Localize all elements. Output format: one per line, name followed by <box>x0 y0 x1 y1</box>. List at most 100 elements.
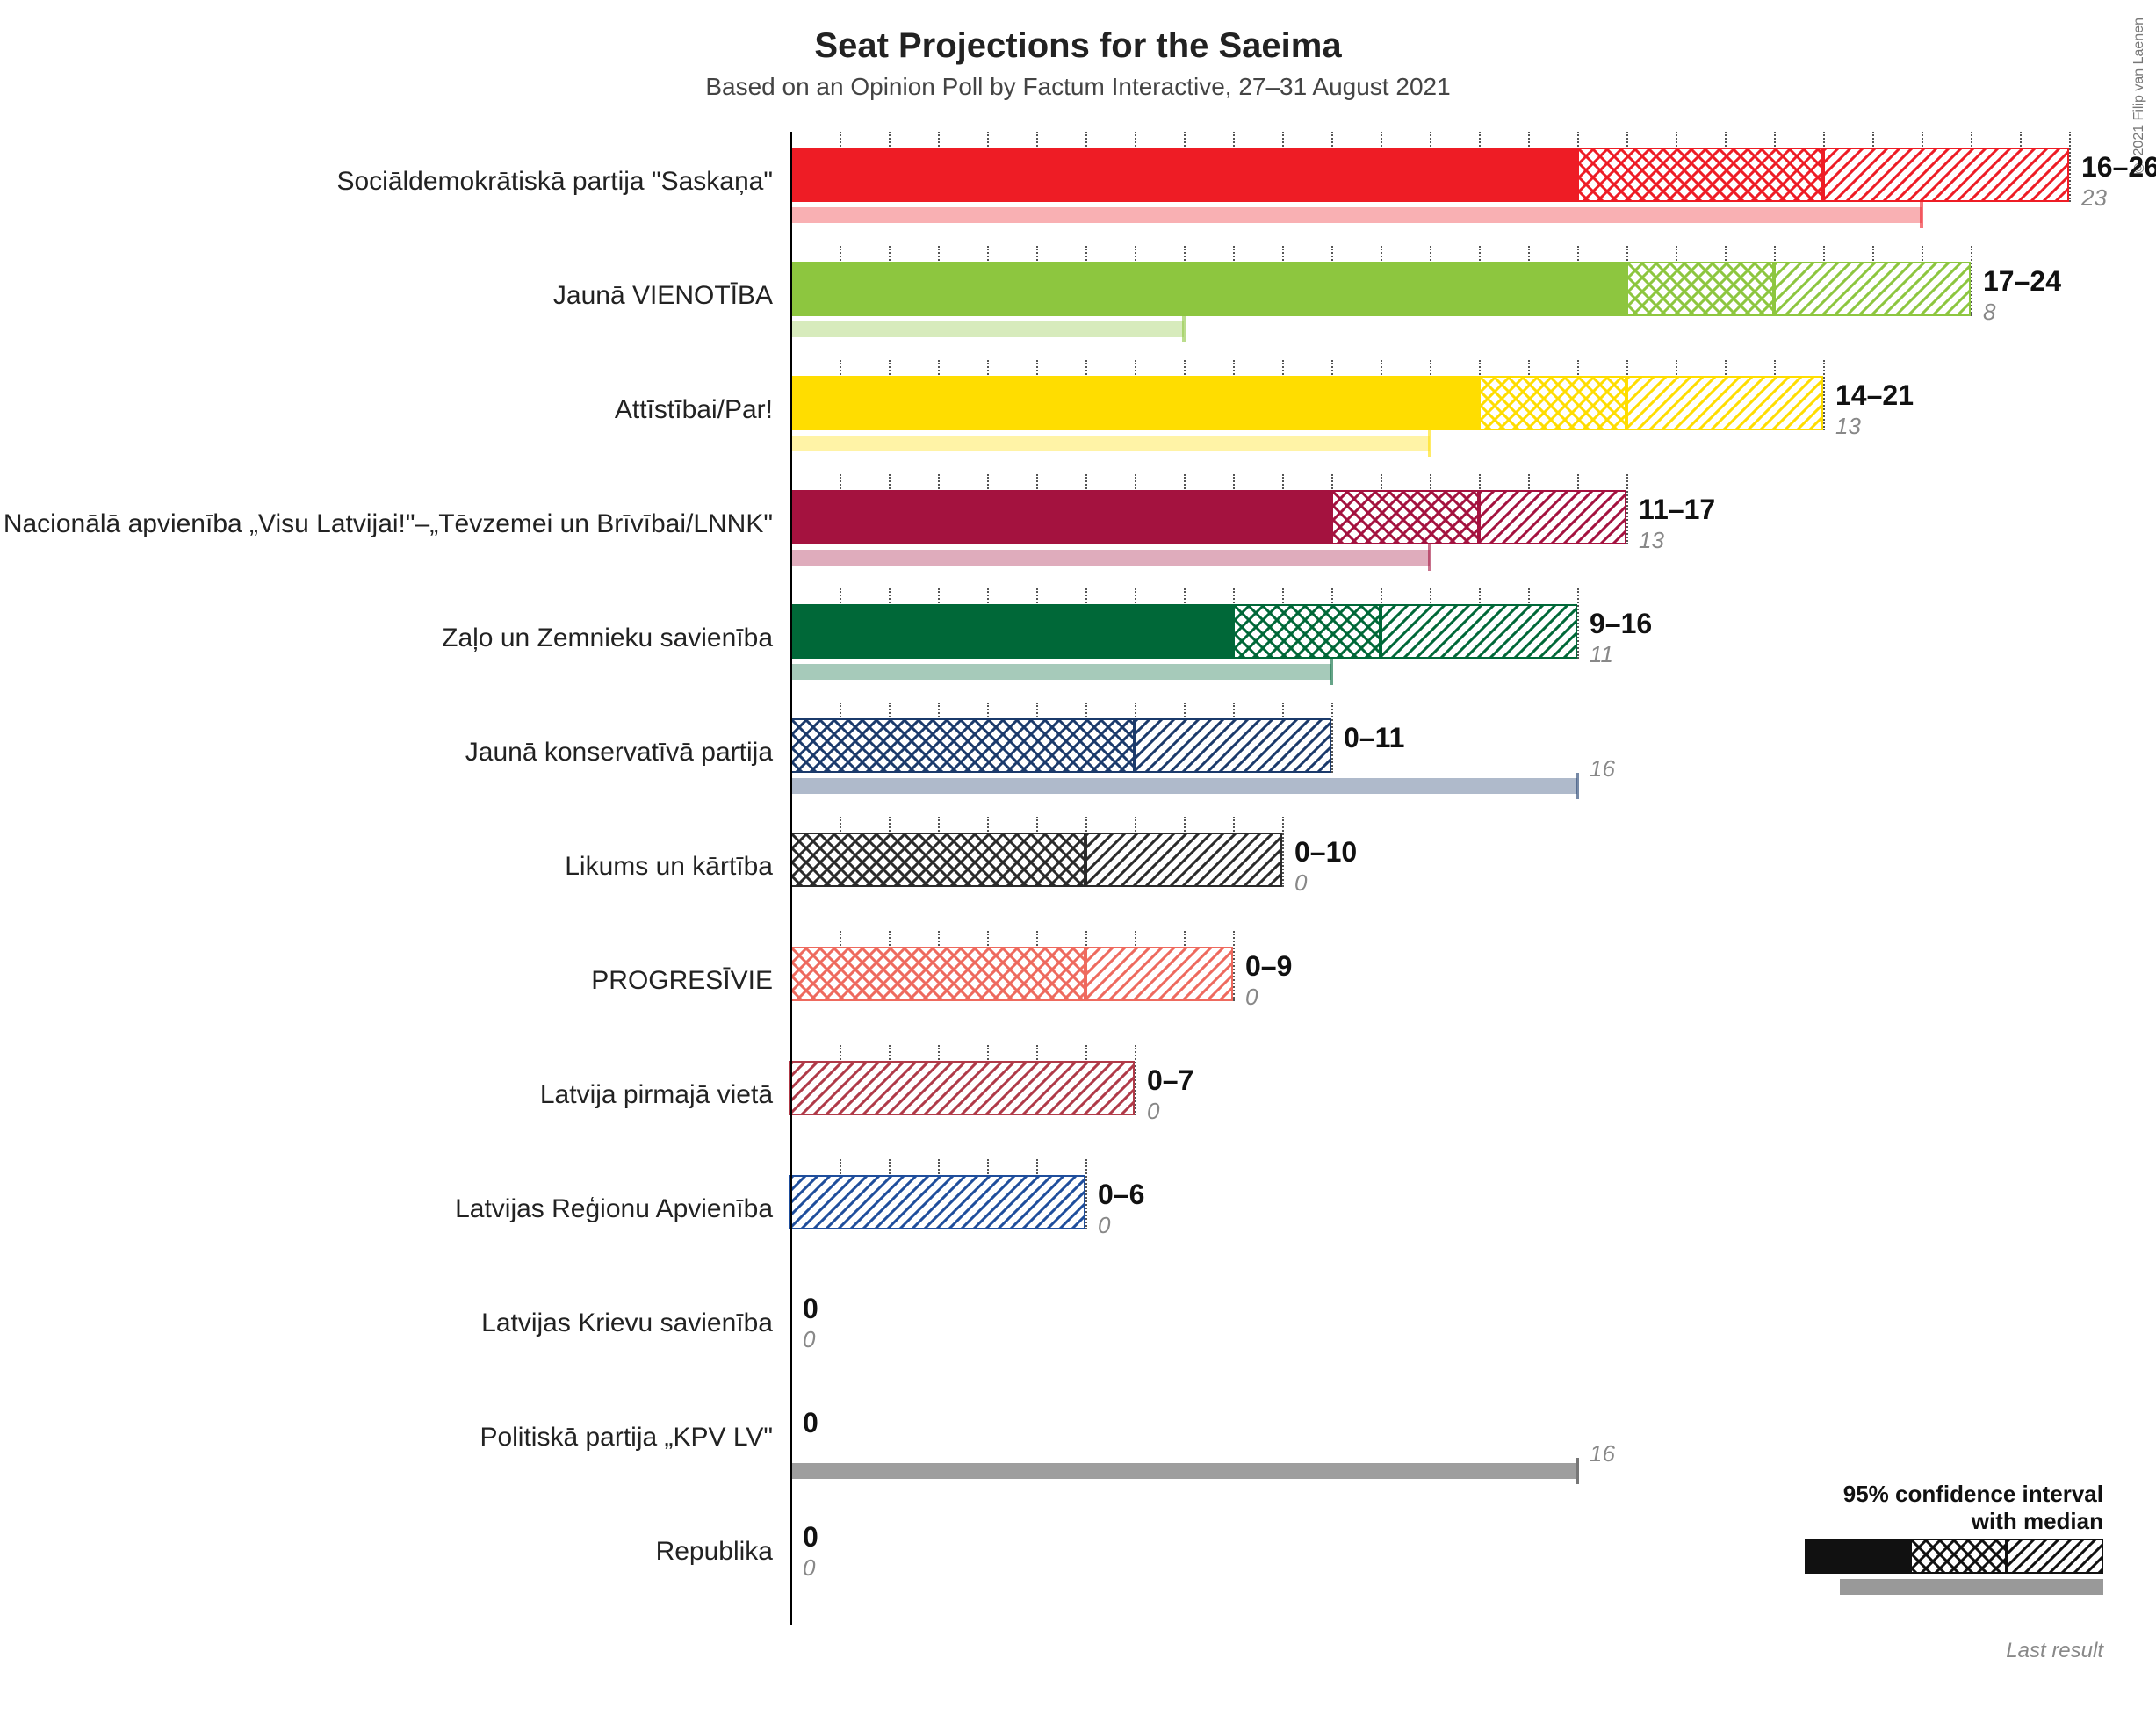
last-result-marker <box>1576 773 1579 799</box>
last-result-label: 0 <box>803 1326 815 1353</box>
party-name-label: Latvija pirmajā vietā <box>540 1080 790 1110</box>
seat-bar-segment <box>1626 376 1823 430</box>
median-marker <box>1821 148 1825 202</box>
party-row: Attīstībai/Par! 14–2113 <box>0 360 2156 474</box>
range-label: 0–7 <box>1147 1064 1193 1097</box>
median-marker <box>1477 490 1481 544</box>
seat-bar-segment <box>790 376 1479 430</box>
seat-tick <box>1971 246 1972 316</box>
legend-median-label: with median <box>1972 1508 2103 1534</box>
party-name-label: Likums un kārtība <box>565 852 790 882</box>
party-row: Likums un kārtība0–100 <box>0 817 2156 931</box>
last-result-bar <box>790 207 1922 223</box>
seat-bar-segment <box>1774 262 1971 316</box>
range-label: 0 <box>803 1293 818 1325</box>
seat-bar-segment <box>1085 833 1282 887</box>
page-subtitle: Based on an Opinion Poll by Factum Inter… <box>0 66 2156 127</box>
party-name-label: Latvijas Reģionu Apvienība <box>455 1194 790 1224</box>
seat-bar-segment <box>1085 947 1233 1001</box>
bar-area: 0–60 <box>790 1159 2020 1273</box>
party-row: Jaunā VIENOTĪBA17–248 <box>0 246 2156 360</box>
seat-tick <box>1331 703 1333 773</box>
seat-tick <box>1233 931 1235 1001</box>
range-label: 0–10 <box>1294 836 1357 869</box>
last-result-bar <box>790 550 1430 566</box>
party-name-label: Sociāldemokrātiskā partija "Saskaņa" <box>336 167 790 197</box>
last-result-label: 16 <box>1590 1440 1615 1467</box>
party-name-label: Republika <box>656 1537 790 1567</box>
bar-area: 16–2623 <box>790 132 2020 246</box>
party-name-label: Jaunā VIENOTĪBA <box>553 281 790 311</box>
seat-bar-segment <box>1626 262 1774 316</box>
party-row: Zaļo un Zemnieku savienība9–1611 <box>0 588 2156 703</box>
last-result-label: 0 <box>803 1554 815 1582</box>
party-row: Latvija pirmajā vietā0–70 <box>0 1045 2156 1159</box>
last-result-marker <box>1576 1458 1579 1484</box>
median-marker <box>1379 604 1382 659</box>
seat-tick <box>1282 817 1284 887</box>
seat-bar-segment <box>1823 148 2069 202</box>
bar-area: 0–100 <box>790 817 2020 931</box>
seat-tick <box>1626 474 1628 544</box>
party-name-label: Attīstībai/Par! <box>615 395 790 425</box>
last-result-bar <box>790 778 1577 794</box>
legend-ci-bar <box>1805 1539 2103 1574</box>
bar-area: 9–1611 <box>790 588 2020 703</box>
seat-tick <box>1577 588 1579 659</box>
range-label: 0–6 <box>1098 1179 1144 1211</box>
last-result-label: 16 <box>1590 755 1615 782</box>
last-result-label: 0 <box>1294 869 1307 897</box>
legend: 95% confidence interval with median Last… <box>1805 1481 2103 1663</box>
party-name-label: Jaunā konservatīvā partija <box>465 738 790 768</box>
bar-area: 0–70 <box>790 1045 2020 1159</box>
axis-baseline <box>790 132 792 1625</box>
range-label: 0 <box>803 1407 818 1439</box>
last-result-marker <box>1428 430 1431 457</box>
range-label: 14–21 <box>1835 379 1914 412</box>
seat-bar-segment <box>790 148 1577 202</box>
seat-bar-segment <box>1381 604 1577 659</box>
last-result-marker <box>1182 316 1186 342</box>
last-result-label: 8 <box>1983 299 1995 326</box>
legend-bar-segment <box>1805 1539 1910 1574</box>
legend-last-bar <box>1840 1579 2103 1595</box>
seat-bar-segment <box>790 604 1233 659</box>
bar-area: 0–1116 <box>790 703 2020 817</box>
party-row: Sociāldemokrātiskā partija "Saskaņa"16–2… <box>0 132 2156 246</box>
legend-bar-segment <box>1910 1539 2007 1574</box>
legend-ci-label: 95% confidence interval <box>1843 1481 2103 1507</box>
last-result-bar <box>790 1463 1577 1479</box>
last-result-bar <box>790 664 1331 680</box>
last-result-label: 0 <box>1098 1212 1110 1239</box>
seat-bar-segment <box>1479 490 1626 544</box>
party-row: Latvijas Krievu savienība00 <box>0 1273 2156 1388</box>
seat-bar-segment <box>790 490 1331 544</box>
seat-tick <box>1823 360 1825 430</box>
seat-bar-segment <box>1331 490 1479 544</box>
seat-bar-segment <box>790 262 1626 316</box>
last-result-marker <box>1920 202 1923 228</box>
seat-tick <box>2069 132 2071 202</box>
seat-bar-segment <box>790 1175 1085 1229</box>
last-result-label: 0 <box>1245 984 1258 1011</box>
party-row: Jaunā konservatīvā partija0–1116 <box>0 703 2156 817</box>
last-result-bar <box>790 436 1430 451</box>
seat-bar-segment <box>1233 604 1381 659</box>
seat-tick <box>1085 1159 1087 1229</box>
bar-area: 0–90 <box>790 931 2020 1045</box>
median-marker <box>1625 376 1628 430</box>
seat-bar-segment <box>1479 376 1626 430</box>
range-label: 11–17 <box>1639 494 1715 526</box>
last-result-label: 0 <box>1147 1098 1159 1125</box>
bar-area: 00 <box>790 1273 2020 1388</box>
last-result-label: 11 <box>1590 641 1613 668</box>
range-label: 0 <box>803 1521 818 1554</box>
bar-area: 17–248 <box>790 246 2020 360</box>
seat-bar-segment <box>790 833 1085 887</box>
seat-tick <box>1135 1045 1136 1115</box>
last-result-label: 13 <box>1835 413 1861 440</box>
party-name-label: PROGRESĪVIE <box>591 966 790 996</box>
last-result-marker <box>1330 659 1333 685</box>
seat-bar-segment <box>790 1061 1135 1115</box>
range-label: 17–24 <box>1983 265 2061 298</box>
